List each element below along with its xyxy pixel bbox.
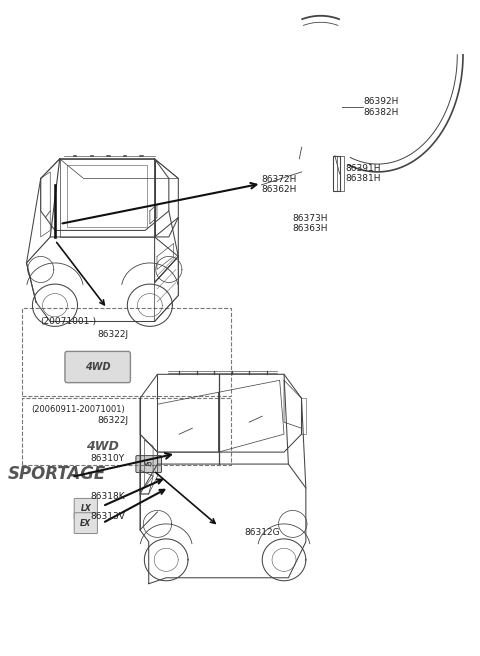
Text: 86322J: 86322J	[97, 330, 129, 339]
Text: 86372H: 86372H	[261, 175, 297, 184]
Text: 86382H: 86382H	[363, 108, 399, 117]
Text: 86312G: 86312G	[245, 527, 280, 537]
Text: 86391H: 86391H	[346, 164, 381, 173]
Text: 4WD: 4WD	[86, 440, 119, 453]
Text: 86313V: 86313V	[91, 512, 125, 521]
FancyBboxPatch shape	[65, 352, 131, 382]
Text: SPORTAGE: SPORTAGE	[8, 465, 106, 483]
Text: VQ: VQ	[144, 462, 153, 466]
Text: 86362H: 86362H	[261, 185, 297, 194]
Text: 86381H: 86381H	[346, 174, 381, 183]
Text: 4WD: 4WD	[85, 362, 110, 372]
Text: 86363H: 86363H	[292, 224, 328, 233]
Text: 86322J: 86322J	[97, 416, 129, 425]
FancyBboxPatch shape	[74, 499, 97, 520]
Text: 86373H: 86373H	[292, 215, 328, 223]
Text: 86392H: 86392H	[363, 97, 399, 106]
Text: (20060911-20071001): (20060911-20071001)	[31, 405, 125, 414]
Text: EX: EX	[80, 519, 91, 527]
Text: LX: LX	[81, 504, 91, 514]
FancyBboxPatch shape	[136, 456, 162, 472]
Text: (20071001-): (20071001-)	[41, 317, 97, 326]
Text: 86310Y: 86310Y	[91, 453, 125, 462]
Text: 86318K: 86318K	[91, 492, 125, 501]
FancyBboxPatch shape	[74, 513, 97, 533]
